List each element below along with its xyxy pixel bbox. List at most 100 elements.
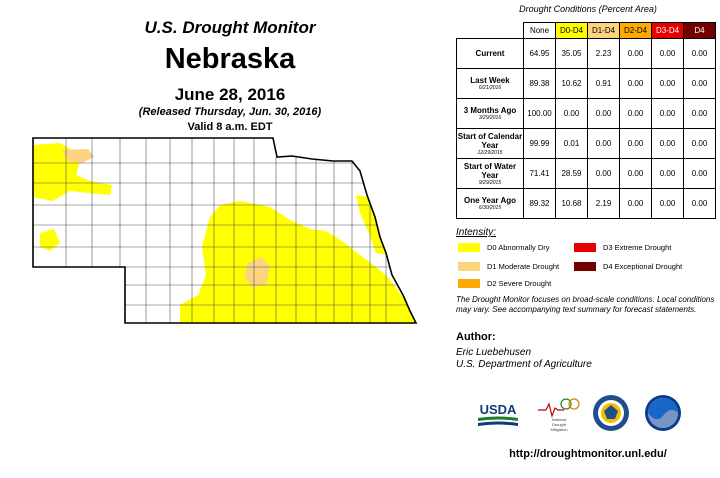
table-cell: 0.00 xyxy=(683,158,716,189)
table-cell: 0.00 xyxy=(683,38,716,69)
legend-swatch-d0 xyxy=(458,243,480,252)
monitor-title: U.S. Drought Monitor xyxy=(144,18,316,37)
legend-label: D4 Exceptional Drought xyxy=(603,262,683,271)
legend-label: D2 Severe Drought xyxy=(487,279,552,288)
row-label: Current xyxy=(456,38,524,69)
table-cell: 0.00 xyxy=(619,158,652,189)
website-url[interactable]: http://droughtmonitor.unl.edu/ xyxy=(509,448,667,460)
table-cell: 0.00 xyxy=(651,68,684,99)
row-label: One Year Ago 6/30/2015 xyxy=(456,188,524,219)
svg-text:USDA: USDA xyxy=(480,402,517,417)
table-cell: 0.91 xyxy=(587,68,620,99)
table-row: Start of Calendar Year 12/29/2015 99.99 0… xyxy=(456,128,716,159)
row-date: 3/29/2016 xyxy=(478,115,502,121)
legend-label: D3 Extreme Drought xyxy=(603,243,672,252)
author-name: Eric Luebehusen xyxy=(456,347,532,358)
county-boundaries xyxy=(33,138,408,323)
drought-conditions-table: None D0-D4 D1-D4 D2-D4 D3-D4 D4 Current … xyxy=(456,22,716,219)
table-cell: 71.41 xyxy=(523,158,556,189)
table-cell: 89.32 xyxy=(523,188,556,219)
disclaimer-note: The Drought Monitor focuses on broad-sca… xyxy=(456,295,715,314)
table-row: Start of Water Year 9/29/2015 71.41 28.59… xyxy=(456,158,716,189)
table-cell: 100.00 xyxy=(523,98,556,129)
table-cell: 0.00 xyxy=(587,128,620,159)
corner-cell xyxy=(457,23,524,39)
col-header-d1-d4: D1-D4 xyxy=(587,22,620,39)
legend-label: D0 Abnormally Dry xyxy=(487,243,550,252)
table-cell: 0.00 xyxy=(651,98,684,129)
table-row: Current 64.95 35.05 2.23 0.00 0.00 0.00 xyxy=(456,38,716,69)
ndmc-logo: National Drought Mitigation xyxy=(536,396,582,434)
table-cell: 0.01 xyxy=(555,128,588,159)
col-header-d3-d4: D3-D4 xyxy=(651,22,684,39)
valid-time: Valid 8 a.m. EDT xyxy=(187,121,273,133)
table-cell: 0.00 xyxy=(587,98,620,129)
legend-title: Intensity: xyxy=(456,227,497,238)
table-cell: 0.00 xyxy=(619,68,652,99)
row-date: 6/30/2015 xyxy=(478,205,502,211)
table-cell: 10.62 xyxy=(555,68,588,99)
col-header-d0-d4: D0-D4 xyxy=(555,22,588,39)
table-cell: 0.00 xyxy=(619,38,652,69)
row-date: 6/21/2016 xyxy=(478,85,502,91)
row-label: Last Week 6/21/2016 xyxy=(456,68,524,99)
table-cell: 0.00 xyxy=(619,188,652,219)
col-header-none: None xyxy=(523,22,556,39)
table-cell: 0.00 xyxy=(555,98,588,129)
row-label: 3 Months Ago 3/29/2016 xyxy=(456,98,524,129)
d1-area-central xyxy=(244,257,270,287)
svg-text:Drought: Drought xyxy=(552,422,567,427)
usda-logo: USDA xyxy=(474,398,522,430)
legend-swatch-d2 xyxy=(458,279,480,288)
commerce-seal-icon xyxy=(592,394,630,432)
table-cell: 35.05 xyxy=(555,38,588,69)
table-cell: 0.00 xyxy=(683,98,716,129)
col-header-d4: D4 xyxy=(683,22,716,39)
d0-area-southeast xyxy=(180,201,416,323)
table-caption: Drought Conditions (Percent Area) xyxy=(519,4,657,14)
table-row: Last Week 6/21/2016 89.38 10.62 0.91 0.00… xyxy=(456,68,716,99)
state-title: Nebraska xyxy=(164,43,296,75)
row-date: 12/29/2015 xyxy=(477,149,503,156)
map-date: June 28, 2016 xyxy=(174,85,286,104)
table-cell: 99.99 xyxy=(523,128,556,159)
table-row: One Year Ago 6/30/2015 89.32 10.68 2.19 0… xyxy=(456,188,716,219)
table-cell: 2.23 xyxy=(587,38,620,69)
table-cell: 0.00 xyxy=(619,128,652,159)
table-cell: 0.00 xyxy=(651,128,684,159)
state-outline xyxy=(32,137,418,324)
noaa-logo-icon xyxy=(644,394,682,432)
table-cell: 89.38 xyxy=(523,68,556,99)
table-cell: 0.00 xyxy=(651,188,684,219)
svg-text:Mitigation: Mitigation xyxy=(550,427,567,432)
table-cell: 64.95 xyxy=(523,38,556,69)
nebraska-drought-map xyxy=(32,137,418,324)
table-cell: 2.19 xyxy=(587,188,620,219)
table-cell: 0.00 xyxy=(651,158,684,189)
legend-swatch-d1 xyxy=(458,262,480,271)
release-date: (Released Thursday, Jun. 30, 2016) xyxy=(138,106,322,118)
legend-swatch-d4 xyxy=(574,262,596,271)
row-date: 9/29/2015 xyxy=(478,179,502,186)
table-cell: 0.00 xyxy=(683,68,716,99)
d0-area-panhandle-south xyxy=(40,229,60,251)
table-cell: 0.00 xyxy=(587,158,620,189)
legend-swatch-d3 xyxy=(574,243,596,252)
svg-text:National: National xyxy=(552,417,567,422)
legend-label: D1 Moderate Drought xyxy=(487,262,560,271)
table-row: 3 Months Ago 3/29/2016 100.00 0.00 0.00 0… xyxy=(456,98,716,129)
table-header-row: None D0-D4 D1-D4 D2-D4 D3-D4 D4 xyxy=(457,22,716,39)
table-cell: 28.59 xyxy=(555,158,588,189)
author-heading: Author: xyxy=(456,331,496,343)
col-header-d2-d4: D2-D4 xyxy=(619,22,652,39)
author-block: Eric Luebehusen U.S. Department of Agric… xyxy=(456,347,592,371)
row-label: Start of Water Year 9/29/2015 xyxy=(456,158,524,189)
d1-area-panhandle xyxy=(62,149,94,163)
row-label: Start of Calendar Year 12/29/2015 xyxy=(456,128,524,159)
table-cell: 10.68 xyxy=(555,188,588,219)
table-cell: 0.00 xyxy=(651,38,684,69)
table-cell: 0.00 xyxy=(683,128,716,159)
table-cell: 0.00 xyxy=(683,188,716,219)
author-org: U.S. Department of Agriculture xyxy=(456,359,592,370)
table-cell: 0.00 xyxy=(619,98,652,129)
